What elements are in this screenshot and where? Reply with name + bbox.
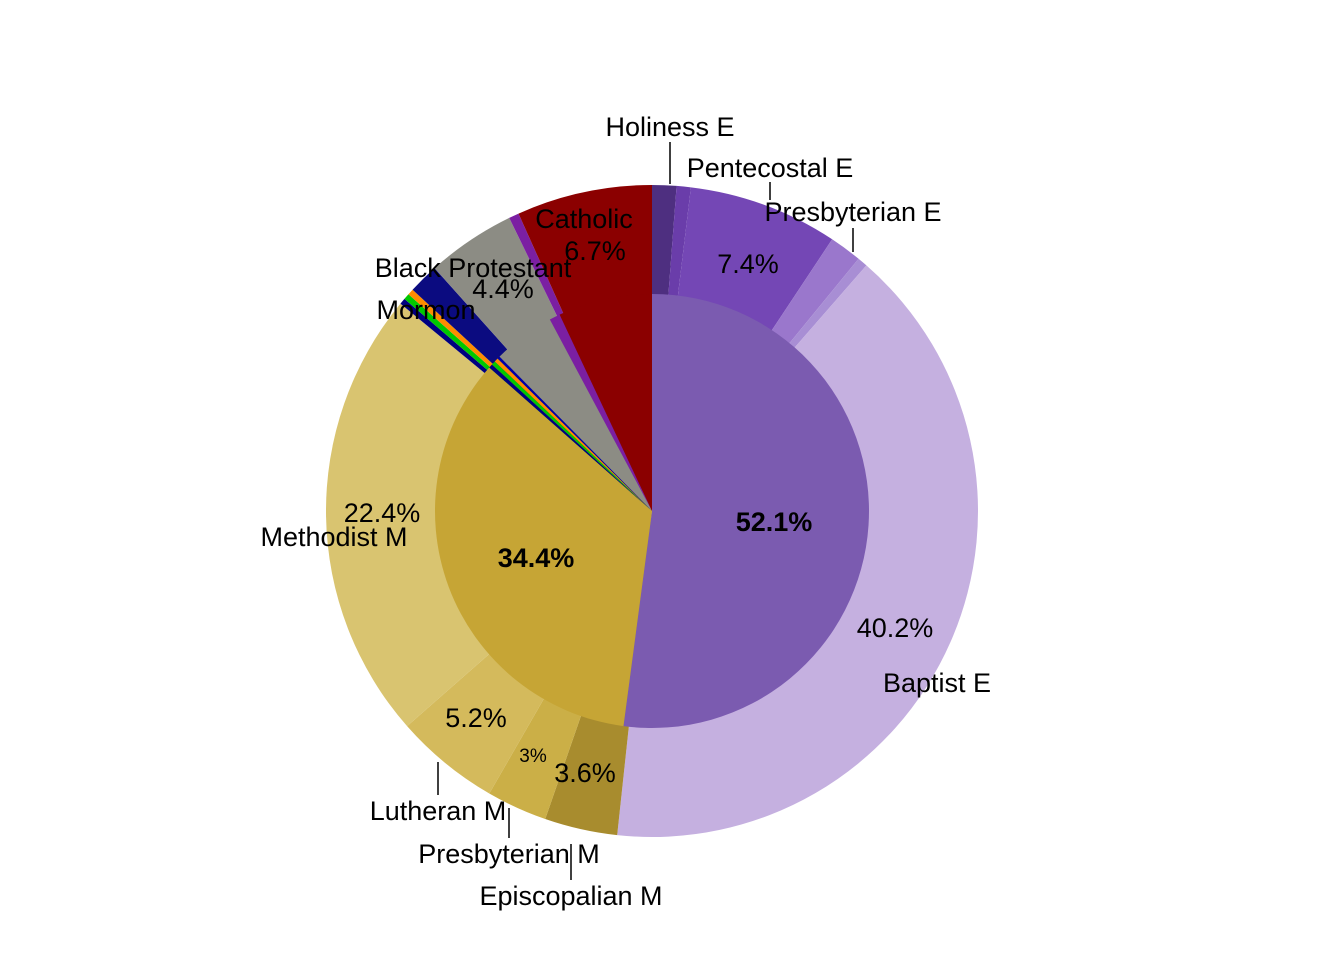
label-mormon: Mormon bbox=[376, 295, 475, 325]
inner-slice-slice-2 bbox=[489, 364, 652, 511]
label-presbyterian-e: Presbyterian E bbox=[764, 197, 941, 227]
inner-slice-slice-1 bbox=[435, 367, 652, 727]
inner-slice-slice-3 bbox=[491, 361, 652, 511]
value-label-52-1: 52.1% bbox=[736, 507, 813, 537]
inner-value-labels: 52.1% 34.4% bbox=[498, 507, 813, 573]
label-pentecostal-e: Pentecostal E bbox=[687, 153, 854, 183]
inner-slice-slice-6 bbox=[499, 319, 652, 511]
value-label-4-4: 4.4% bbox=[472, 274, 534, 304]
value-label-22-4: 22.4% bbox=[344, 498, 421, 528]
inner-slice-slice-0 bbox=[623, 294, 870, 728]
outer-value-labels: 7.4% 40.2% 3.6% 3% 5.2% 22.4% 4.4% 6.7% bbox=[344, 236, 934, 788]
value-label-40-2: 40.2% bbox=[857, 613, 934, 643]
inner-slice-slice-5 bbox=[497, 356, 652, 511]
value-label-7-4: 7.4% bbox=[717, 249, 779, 279]
label-lutheran-m: Lutheran M bbox=[370, 796, 507, 826]
value-label-3-6: 3.6% bbox=[554, 758, 616, 788]
label-black-protestant: Black Protestant bbox=[375, 253, 572, 283]
inner-slice-slice-7 bbox=[549, 314, 652, 511]
value-label-34-4: 34.4% bbox=[498, 543, 575, 573]
value-label-6-7: 6.7% bbox=[564, 236, 626, 266]
label-methodist-m: Methodist M bbox=[260, 522, 407, 552]
value-label-3: 3% bbox=[519, 746, 547, 767]
inner-slice-catholic-8 bbox=[559, 294, 652, 511]
label-holiness-e: Holiness E bbox=[605, 112, 734, 142]
inner-ring bbox=[435, 294, 870, 728]
label-episcopalian-m: Episcopalian M bbox=[479, 881, 662, 911]
leader-lines bbox=[437, 142, 854, 880]
category-labels: Holiness E Pentecostal E Presbyterian E … bbox=[260, 112, 991, 911]
inner-slice-slice-4 bbox=[494, 358, 652, 511]
label-catholic: Catholic bbox=[535, 204, 633, 234]
value-label-5-2: 5.2% bbox=[445, 703, 507, 733]
label-baptist-e: Baptist E bbox=[883, 668, 991, 698]
label-presbyterian-m: Presbyterian M bbox=[418, 839, 600, 869]
